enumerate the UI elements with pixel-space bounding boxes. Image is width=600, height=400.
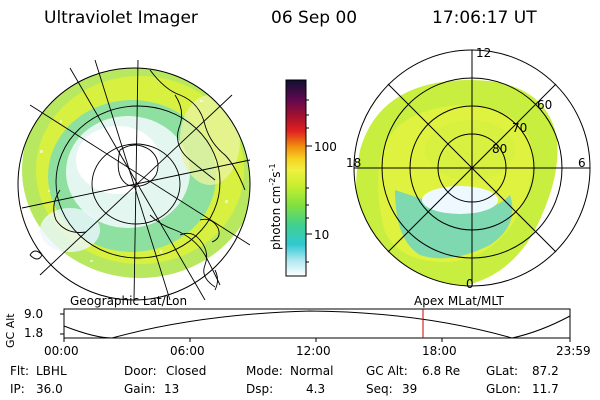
- door-value: Closed: [166, 364, 207, 378]
- altitude-tick-low: 1.8: [24, 326, 44, 340]
- mode-label: Mode:: [246, 364, 283, 378]
- flt-label: Flt:: [10, 364, 29, 378]
- mlt-label-12: 12: [476, 46, 492, 60]
- mlat-label-70: 70: [512, 121, 528, 135]
- dsp-value: 4.3: [306, 382, 326, 396]
- gcalt-value: 6.8 Re: [422, 364, 461, 378]
- mode-value: Normal: [290, 364, 334, 378]
- intensity-colorbar: [285, 79, 312, 277]
- x-tick-1200: 12:00: [296, 344, 331, 358]
- mlt-polar-image: [353, 49, 591, 287]
- altitude-curve: [63, 310, 571, 339]
- colorbar-units-s: s: [269, 171, 283, 178]
- colorbar-units-base: photon cm: [269, 185, 283, 250]
- geographic-image: [17, 59, 251, 301]
- geo-grid: [21, 59, 251, 301]
- image-time: 17:06:17 UT: [432, 8, 537, 28]
- colorbar-units: photon cm-2s-1: [268, 163, 283, 250]
- mlt-label-18: 18: [346, 156, 362, 170]
- ip-label: IP:: [10, 382, 25, 396]
- colorbar-tick-high: 100: [314, 140, 337, 154]
- seq-value: 39: [402, 382, 418, 396]
- glat-value: 87.2: [532, 364, 559, 378]
- mlt-grid: [353, 49, 591, 287]
- app-title: Ultraviolet Imager: [44, 8, 198, 28]
- image-noise: [40, 100, 228, 262]
- altitude-ylabel: GC Alt: [4, 313, 17, 348]
- door-label: Door:: [124, 364, 157, 378]
- mlt-label-0: 0: [466, 277, 474, 291]
- mlat-label-60: 60: [537, 98, 553, 112]
- altitude-tick-high: 9.0: [24, 307, 44, 321]
- glat-label: GLat:: [486, 364, 519, 378]
- ip-value: 36.0: [36, 382, 63, 396]
- colorbar-tick-low: 10: [314, 228, 330, 242]
- glon-value: 11.7: [532, 382, 559, 396]
- x-tick-0600: 06:00: [170, 344, 205, 358]
- mlat-label-80: 80: [492, 142, 508, 156]
- x-tick-2359: 23:59: [556, 344, 591, 358]
- gcalt-label: GC Alt:: [366, 364, 408, 378]
- geographic-label: Geographic Lat/Lon: [70, 294, 188, 308]
- glon-label: GLon:: [486, 382, 521, 396]
- image-date: 06 Sep 00: [271, 8, 358, 28]
- mlt-label-6: 6: [578, 156, 586, 170]
- flt-value: LBHL: [36, 364, 67, 378]
- altitude-plot: [60, 308, 571, 342]
- gain-value: 13: [164, 382, 180, 396]
- x-tick-1800: 18:00: [422, 344, 457, 358]
- colorbar-units-exp1: -2: [268, 177, 277, 186]
- gain-label: Gain:: [124, 382, 156, 396]
- colorbar-units-exp2: -1: [268, 163, 277, 172]
- apex-label: Apex MLat/MLT: [414, 294, 504, 308]
- x-tick-0000: 00:00: [44, 344, 79, 358]
- seq-label: Seq:: [366, 382, 393, 396]
- dsp-label: Dsp:: [246, 382, 274, 396]
